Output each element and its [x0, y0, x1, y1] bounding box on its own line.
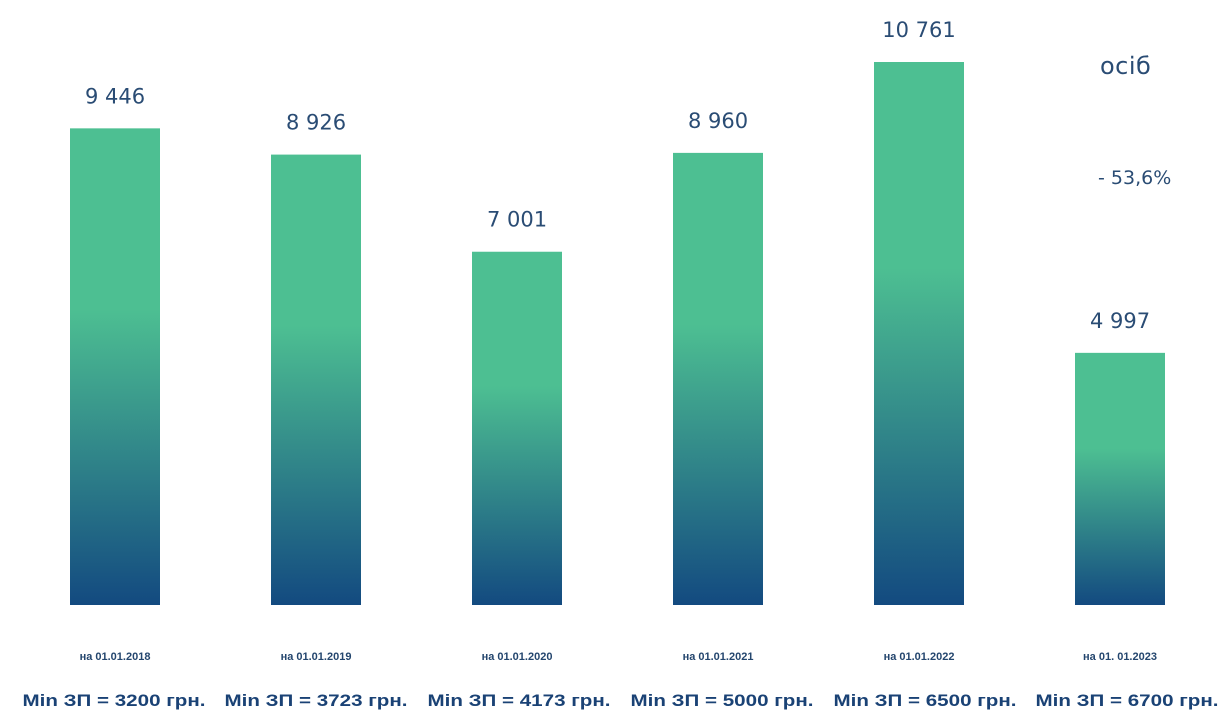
bar-3: [472, 251, 562, 605]
bar-6: [1075, 352, 1165, 605]
bar-1: [70, 128, 160, 605]
bar-2: [271, 154, 361, 605]
value-label-2: 8 926: [286, 111, 346, 135]
min-wage-label-4: Min ЗП = 5000 грн.: [631, 691, 814, 710]
min-wage-label-5: Min ЗП = 6500 грн.: [834, 691, 1017, 710]
date-label-3: на 01.01.2020: [482, 651, 553, 663]
date-label-4: на 01.01.2021: [683, 651, 754, 663]
min-wage-label-1: Min ЗП = 3200 грн.: [23, 691, 206, 710]
bar-5: [874, 62, 964, 605]
value-label-6: 4 997: [1090, 309, 1150, 333]
date-label-5: на 01.01.2022: [884, 651, 955, 663]
value-label-5: 10 761: [882, 18, 955, 42]
value-label-4: 8 960: [688, 109, 748, 133]
date-label-1: на 01.01.2018: [80, 651, 151, 663]
date-label-2: на 01.01.2019: [281, 651, 352, 663]
value-labels-group: 9 446 8 926 7 001 8 960 10 761 4 997: [85, 18, 1150, 333]
change-percentage-label: - 53,6%: [1098, 167, 1172, 189]
date-labels-group: на 01.01.2018 на 01.01.2019 на 01.01.2020 н…: [80, 651, 1157, 663]
min-wage-labels-group: Min ЗП = 3200 грн. Min ЗП = 3723 грн. Min …: [23, 691, 1219, 710]
date-label-6: на 01. 01.2023: [1083, 651, 1157, 663]
bars-group: [70, 62, 1165, 605]
min-wage-label-2: Min ЗП = 3723 грн.: [225, 691, 408, 710]
min-wage-label-6: Min ЗП = 6700 грн.: [1036, 691, 1219, 710]
value-label-3: 7 001: [487, 208, 547, 232]
min-wage-label-3: Min ЗП = 4173 грн.: [428, 691, 611, 710]
bar-4: [673, 152, 763, 605]
unit-label: осіб: [1100, 52, 1152, 80]
value-label-1: 9 446: [85, 84, 145, 108]
